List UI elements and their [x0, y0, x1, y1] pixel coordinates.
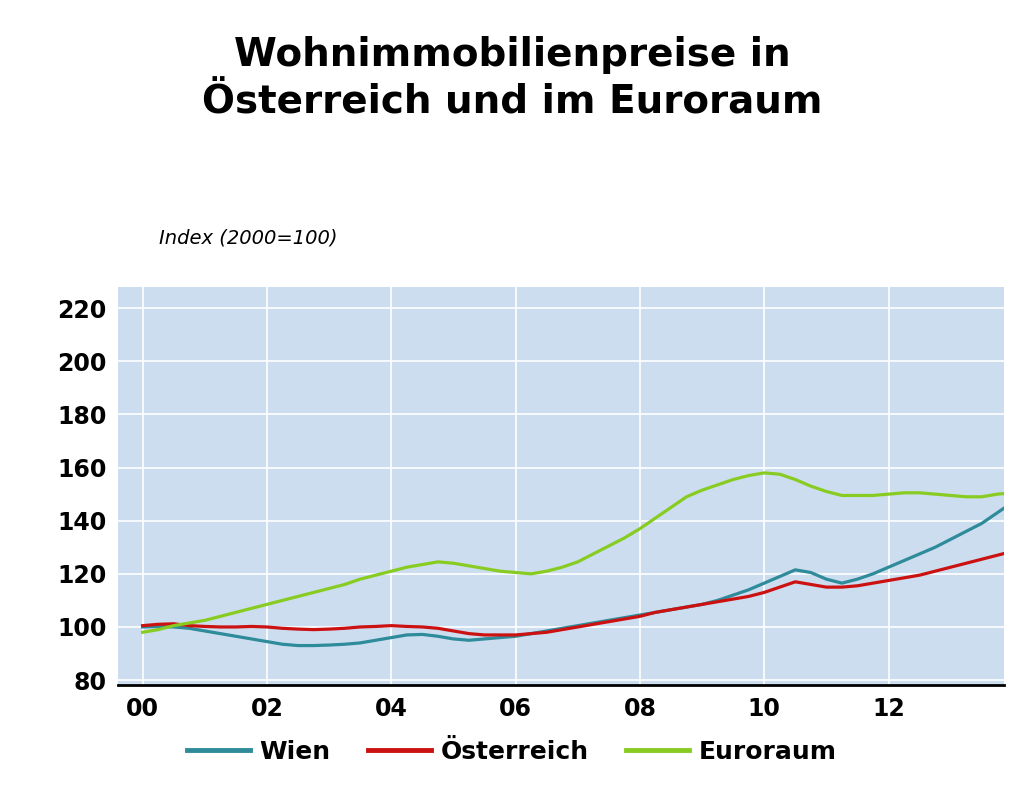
Österreich	[261, 622, 273, 632]
Österreich	[292, 624, 304, 634]
Wien	[307, 641, 319, 650]
Euroraum	[136, 627, 148, 637]
Wien	[618, 613, 631, 622]
Text: Österreich und im Euroraum: Österreich und im Euroraum	[202, 84, 822, 122]
Euroraum	[603, 541, 615, 551]
Line: Österreich: Österreich	[142, 476, 1024, 635]
Line: Euroraum: Euroraum	[142, 473, 1024, 632]
Österreich	[136, 621, 148, 630]
Legend: Wien, Österreich, Euroraum: Wien, Österreich, Euroraum	[175, 728, 849, 776]
Line: Wien: Wien	[142, 365, 1024, 646]
Österreich	[478, 630, 490, 640]
Wien	[136, 622, 148, 632]
Euroraum	[261, 599, 273, 609]
Wien	[929, 543, 941, 552]
Wien	[292, 641, 304, 650]
Text: Wohnimmobilienpreise in: Wohnimmobilienpreise in	[233, 36, 791, 74]
Österreich	[929, 567, 941, 576]
Euroraum	[292, 591, 304, 601]
Wien	[571, 621, 584, 630]
Wien	[261, 637, 273, 646]
Österreich	[571, 622, 584, 632]
Euroraum	[556, 563, 568, 572]
Euroraum	[929, 489, 941, 499]
Text: Index (2000=100): Index (2000=100)	[159, 228, 337, 247]
Euroraum	[758, 468, 770, 477]
Österreich	[618, 614, 631, 624]
